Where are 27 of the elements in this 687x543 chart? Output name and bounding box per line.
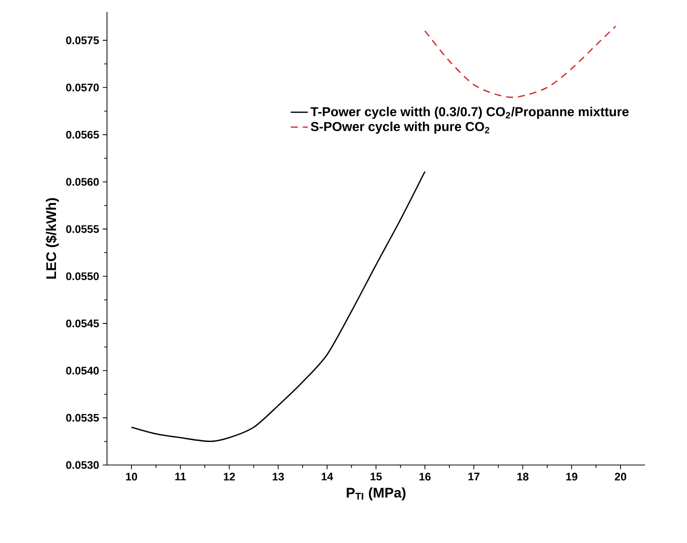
legend-label: S-POwer cycle with pure CO$_{2}$	[310, 122, 490, 134]
x-tick-label: 19	[566, 472, 578, 481]
y-tick-label: 0.0565	[66, 130, 99, 139]
x-axis-title: P$_{TI}$ (MPa)	[346, 487, 406, 500]
y-tick-label: 0.0530	[66, 461, 99, 469]
y-tick-label: 0.0545	[66, 320, 99, 328]
x-tick-label: 16	[420, 472, 431, 481]
y-tick-label: 0.0560	[66, 178, 99, 186]
y-tick-label: 0.0570	[66, 84, 99, 92]
x-tick-label: 17	[468, 472, 480, 480]
x-tick-label: 10	[126, 472, 138, 481]
y-axis-title: LEC ($/kWh)	[46, 198, 59, 279]
x-tick-label: 20	[614, 472, 626, 481]
line-series	[424, 26, 616, 98]
y-tick-label: 0.0575	[66, 36, 99, 44]
x-tick-label: 12	[224, 472, 235, 480]
y-tick-label: 0.0540	[66, 366, 99, 375]
y-tick-label: 0.0535	[66, 414, 99, 422]
x-tick-label: 13	[272, 472, 284, 481]
x-tick-label: 15	[370, 472, 382, 480]
line-series	[130, 170, 426, 442]
legend-label: T-Power cycle witth (0.3/0.7) CO$_{2}$/Propanne mixtture	[310, 106, 629, 119]
y-tick-label: 0.0550	[66, 272, 99, 280]
y-tick-label: 0.0555	[66, 225, 99, 233]
x-tick-label: 14	[322, 472, 334, 480]
x-tick-label: 18	[517, 472, 528, 481]
x-tick-label: 11	[175, 472, 186, 480]
